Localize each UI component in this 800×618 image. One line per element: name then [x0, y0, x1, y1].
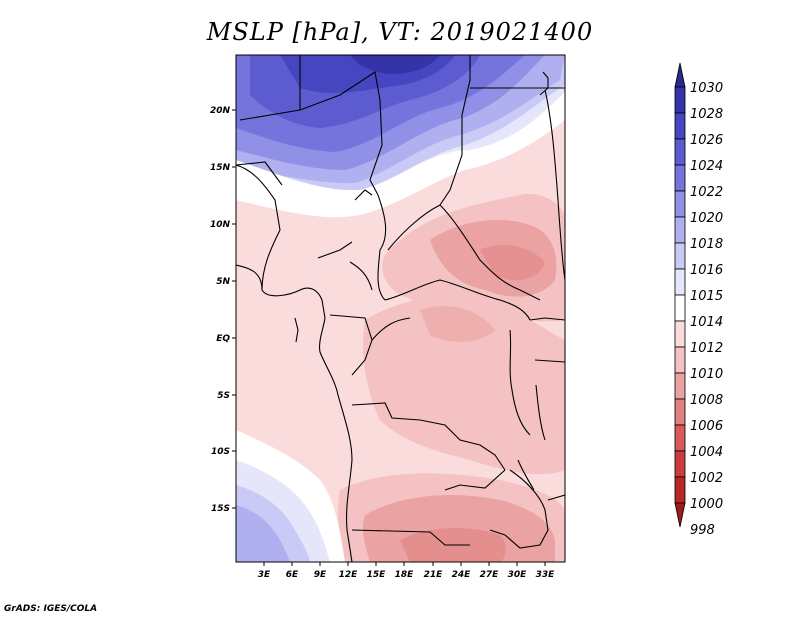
border-car-south	[384, 279, 531, 321]
colorbar-label: 1024	[690, 159, 723, 174]
colorbar-label: 1004	[690, 445, 723, 460]
coast-island	[294, 317, 299, 343]
border-angola-namibia	[351, 529, 470, 546]
colorbar-label: 1010	[690, 367, 723, 382]
colorbar-label: 1006	[690, 419, 723, 434]
border-mozambique	[547, 494, 565, 501]
lon-label: 30E	[508, 570, 528, 580]
map-title: MSLP [hPa], VT: 2019021400	[206, 18, 594, 46]
border-mali-niger	[236, 161, 283, 186]
colorbar-segment	[674, 242, 686, 270]
colorbar-segment	[674, 190, 686, 218]
lat-label: 15S	[211, 504, 230, 514]
lat-label: 15N	[210, 163, 231, 173]
lat-label: 10S	[211, 447, 230, 457]
lon-label: 27E	[480, 570, 500, 580]
colorbar-label: 1008	[690, 393, 723, 408]
colorbar-top-arrow	[674, 62, 686, 88]
lon-label: 15E	[367, 570, 387, 580]
border-uganda-kenya	[529, 317, 565, 321]
field-band-1018-southwest	[236, 505, 290, 562]
colorbar-segment	[674, 450, 686, 478]
west-coastline	[236, 164, 353, 562]
border-chad-car	[377, 194, 387, 301]
colorbar-label: 1015	[690, 289, 723, 304]
map-frame	[235, 54, 566, 563]
red-sea-coast	[539, 71, 549, 96]
colorbar-segment	[674, 294, 686, 322]
colorbar-bottom-arrow	[674, 502, 686, 528]
colorbar-label: 1030	[690, 81, 723, 96]
latitude-labels: 20N 15N 10N 5N EQ 5S 10S 15S	[210, 106, 231, 514]
colorbar-segment	[674, 346, 686, 374]
colorbar-segment	[674, 216, 686, 244]
lon-label: 6E	[286, 570, 299, 580]
border-sudan-south-sudan	[439, 204, 541, 301]
colorbar-label: 1026	[690, 133, 723, 148]
lon-label: 18E	[395, 570, 415, 580]
field-band-1008-central	[420, 306, 495, 342]
lon-label: 21E	[424, 570, 444, 580]
lat-label: 20N	[210, 106, 231, 116]
lon-label: 24E	[452, 570, 472, 580]
border-nigeria-cameroon-north	[317, 241, 353, 259]
lake-malawi	[517, 459, 535, 491]
border-congo-drc	[371, 317, 411, 341]
colorbar-label: 998	[690, 523, 715, 538]
ethiopia-border	[544, 89, 565, 281]
lon-label: 3E	[258, 570, 271, 580]
colorbar-label: 1000	[690, 497, 723, 512]
country-borders	[236, 55, 565, 562]
field-band-1014	[236, 92, 565, 218]
colorbar-label: 1018	[690, 237, 723, 252]
colorbar-segment	[674, 476, 686, 504]
border-angola-drc	[351, 402, 506, 471]
colorbar-segment	[674, 372, 686, 400]
lon-label: 12E	[339, 570, 359, 580]
colorbar-segment	[674, 424, 686, 452]
colorbar-segment	[674, 86, 686, 114]
border-chad-sudan	[439, 55, 471, 206]
colorbar-label: 1028	[690, 107, 723, 122]
colorbar-segment	[674, 398, 686, 426]
lon-label: 33E	[536, 570, 556, 580]
colorbar-segment	[674, 268, 686, 296]
field-band-1006-north	[480, 244, 545, 281]
colorbar-segment	[674, 112, 686, 140]
border-chad-car-east	[387, 204, 441, 251]
lat-label: 10N	[210, 220, 231, 230]
colorbar-label: 1016	[690, 263, 723, 278]
colorbar-label: 1012	[690, 341, 723, 356]
border-niger-chad	[239, 71, 383, 196]
lat-label: 5S	[217, 391, 230, 401]
colorbar-label: 1022	[690, 185, 723, 200]
lake-tanganyika	[535, 384, 546, 441]
colorbar-label: 1002	[690, 471, 723, 486]
field-band-1028	[350, 55, 440, 74]
border-kenya-tanzania	[534, 359, 565, 363]
colorbar-label: 1014	[690, 315, 723, 330]
field-band-1010-central	[363, 296, 565, 475]
colorbar-segment	[674, 320, 686, 348]
longitude-labels: 3E 6E 9E 12E 15E 18E 21E 24E 27E 30E 33E	[258, 570, 555, 580]
colorbar-segment	[674, 164, 686, 192]
lake-chad-outline	[354, 189, 373, 201]
gulf-coastline	[236, 264, 263, 291]
border-zambia-zimbabwe	[489, 469, 549, 549]
lat-label: EQ	[216, 334, 230, 344]
axis-ticks	[232, 109, 546, 566]
grads-credit: GrADS: IGES/COLA	[4, 604, 98, 614]
border-zambia	[444, 469, 506, 491]
east-african-lakes-border	[509, 329, 531, 436]
pressure-field	[236, 55, 565, 562]
colorbar: 1030 1028 1026 1024 1022 1020 1018 1016 1015 1014…	[674, 62, 723, 538]
lat-label: 5N	[216, 277, 230, 287]
colorbar-segment	[674, 138, 686, 166]
colorbar-label: 1020	[690, 211, 723, 226]
border-cameroon-nigeria	[349, 261, 373, 291]
lon-label: 9E	[314, 570, 327, 580]
